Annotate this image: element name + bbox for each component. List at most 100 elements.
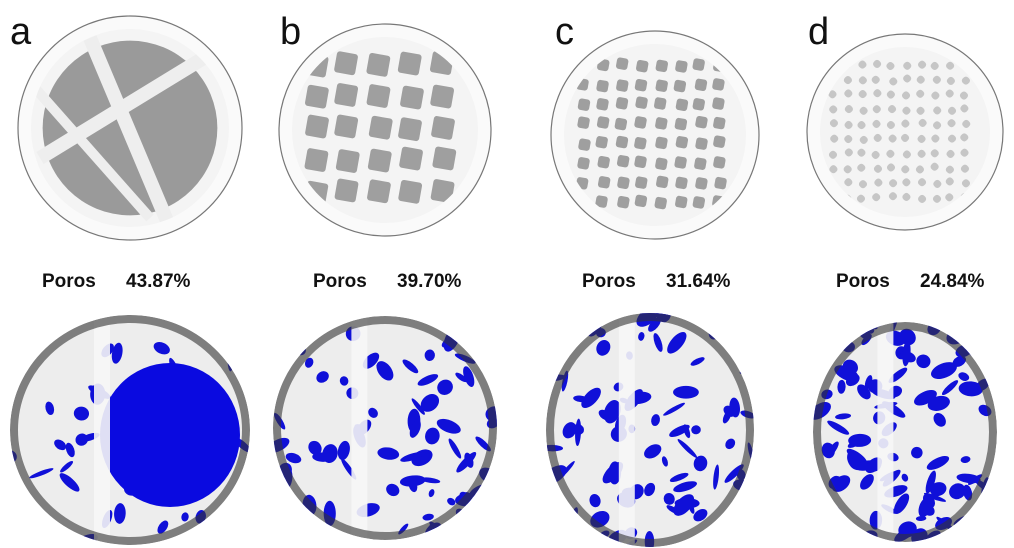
pore — [675, 136, 688, 149]
pore — [367, 179, 392, 204]
pore-highlight — [740, 315, 760, 342]
pore — [674, 117, 687, 130]
strut-band — [877, 322, 893, 542]
pore — [334, 114, 359, 139]
pore-highlight — [734, 326, 750, 341]
pore — [616, 79, 629, 92]
pore — [634, 79, 647, 92]
strut-band — [351, 316, 367, 540]
pore-highlight — [814, 508, 825, 516]
pore — [615, 135, 628, 148]
pore-highlight — [816, 353, 829, 376]
pore-highlight — [961, 518, 988, 548]
pore-label: Poros — [313, 271, 367, 292]
pore-highlight — [217, 508, 246, 529]
scaffold-top-view — [279, 24, 491, 236]
pore — [400, 85, 425, 110]
pore — [694, 78, 707, 91]
pore — [675, 60, 688, 73]
scaffold-top-view — [18, 16, 242, 240]
panel-letter: a — [10, 11, 32, 53]
pore — [595, 136, 608, 149]
pore-highlight — [731, 304, 746, 331]
pore-highlight — [585, 531, 595, 543]
pore — [712, 97, 725, 110]
pore-highlight — [546, 511, 560, 533]
pore — [692, 196, 705, 209]
pore — [399, 146, 424, 171]
scaffold-3d-view — [3, 315, 253, 548]
pore-highlight — [969, 524, 979, 542]
pore — [692, 58, 705, 71]
pore — [636, 60, 649, 73]
pore-highlight — [536, 310, 563, 335]
pore-highlight — [465, 520, 483, 535]
pore — [616, 57, 629, 70]
pore — [617, 176, 630, 189]
pore-highlight — [207, 529, 227, 548]
pore-highlight — [440, 526, 450, 533]
pore-highlight — [537, 358, 559, 372]
pore-highlight — [739, 368, 764, 376]
figure: aPoros43.87%bPoros39.70%cPoros31.64%dPor… — [0, 0, 1014, 548]
pore — [713, 156, 726, 169]
pore — [431, 116, 456, 141]
pore-highlight — [269, 531, 283, 545]
pore — [577, 116, 590, 129]
pore — [614, 117, 627, 130]
pore-highlight — [481, 525, 491, 535]
pore — [714, 176, 727, 189]
pore-highlight — [216, 338, 234, 347]
pore — [635, 96, 648, 109]
pore — [367, 148, 392, 173]
scaffold-3d-view — [536, 302, 765, 548]
pore — [695, 177, 708, 190]
panel-letter: d — [808, 11, 829, 53]
pore — [617, 196, 630, 209]
porosity-value: 43.87% — [126, 271, 191, 292]
pore-label: Poros — [582, 271, 636, 292]
pore — [334, 51, 359, 76]
porosity-value: 31.64% — [666, 271, 731, 292]
pore — [635, 176, 648, 189]
pore-highlight — [479, 483, 498, 507]
pore — [334, 83, 359, 108]
pore — [577, 98, 590, 111]
pore — [655, 79, 668, 92]
pore — [713, 116, 726, 129]
pore-highlight — [274, 498, 285, 510]
pore-highlight — [742, 506, 755, 518]
pore — [430, 84, 455, 109]
pore — [712, 78, 725, 91]
pore — [597, 156, 610, 169]
pore-highlight — [474, 312, 485, 321]
strut-band — [94, 315, 110, 545]
pore-highlight — [540, 337, 560, 349]
pore — [634, 155, 647, 168]
pore-highlight — [266, 310, 281, 325]
pore-highlight — [817, 342, 832, 350]
pore-highlight — [471, 500, 497, 522]
pore-highlight — [809, 353, 820, 365]
pore — [694, 157, 707, 170]
pore — [596, 79, 609, 92]
pore-highlight — [271, 307, 297, 325]
pore-highlight — [833, 520, 858, 546]
pore-highlight — [3, 519, 17, 534]
pore — [398, 180, 423, 205]
pore — [432, 146, 457, 171]
pore-highlight — [986, 527, 1001, 548]
pore — [577, 157, 590, 170]
pore — [655, 157, 668, 170]
pore-highlight — [545, 516, 571, 531]
pore-highlight — [834, 318, 855, 340]
pore — [368, 115, 393, 140]
pore-highlight — [673, 386, 699, 399]
pore-label: Poros — [42, 271, 96, 292]
pore — [578, 138, 591, 151]
pore — [634, 116, 647, 129]
pore-highlight — [808, 343, 836, 364]
pore-highlight — [964, 319, 975, 340]
scaffold-top-view — [551, 31, 759, 239]
pore — [305, 84, 330, 109]
